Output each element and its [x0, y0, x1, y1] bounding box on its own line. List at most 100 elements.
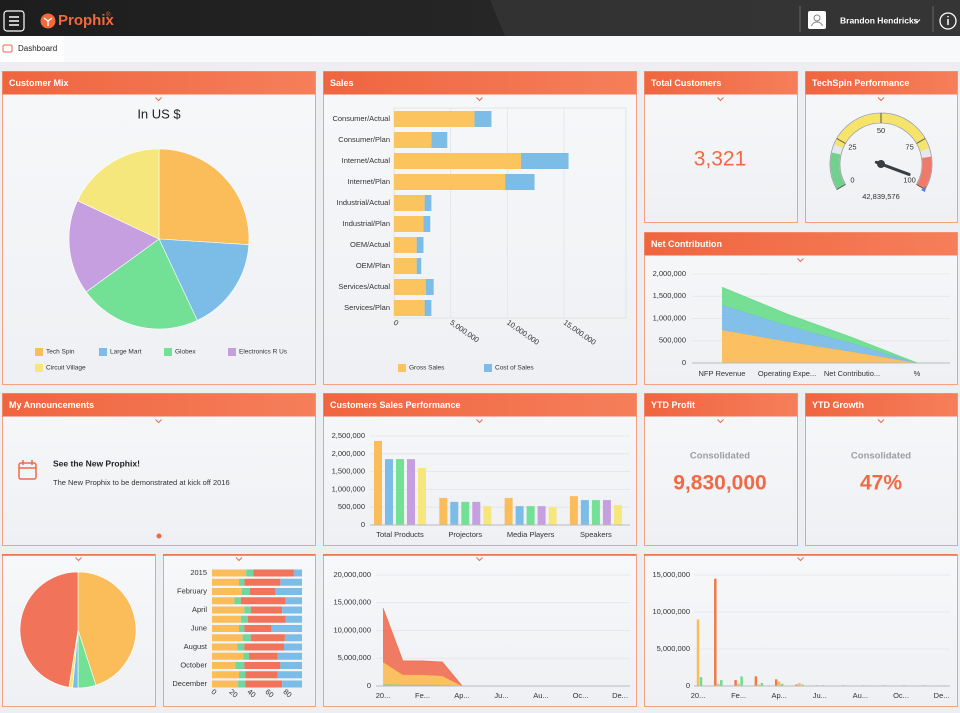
bar: [602, 500, 611, 525]
panel: [644, 71, 798, 223]
bar-segment: [240, 597, 286, 605]
bar-segment: [212, 671, 239, 679]
brand: Prophix: [58, 12, 114, 29]
avatar[interactable]: [808, 11, 826, 29]
carousel-dot[interactable]: [156, 533, 162, 539]
x-tick-label: Media Players: [507, 530, 555, 539]
x-tick-label: %: [914, 369, 921, 378]
bar-segment: [240, 615, 248, 623]
bar-segment: [250, 634, 285, 642]
y-tick-label: Services/Actual: [338, 282, 390, 291]
gauge-outline: [839, 122, 923, 185]
area-edge: [721, 286, 918, 364]
menu-button[interactable]: [3, 10, 25, 32]
bar-segment: [212, 680, 239, 688]
legend-swatch: [35, 364, 43, 372]
panel: [644, 393, 798, 546]
gauge-band: [830, 152, 846, 190]
tab[interactable]: [0, 36, 64, 62]
area-edge: [721, 304, 918, 364]
x-tick-label: Net Contributio...: [824, 369, 880, 378]
panel-header: [644, 232, 958, 256]
y-tick-label: December: [172, 679, 207, 688]
x-tick-label: Ju...: [813, 691, 827, 700]
bar: [515, 506, 524, 525]
y-tick-label: April: [192, 605, 207, 614]
chevron: [717, 97, 724, 102]
bar-segment: [293, 569, 302, 577]
x-tick-label: NFP Revenue: [699, 369, 746, 378]
panel: [805, 393, 958, 546]
user-name[interactable]: Brandon Hendricks: [840, 15, 919, 25]
menu-icon[interactable]: [9, 16, 19, 26]
avatar-body[interactable]: [811, 21, 823, 27]
pie-slice: [68, 200, 160, 293]
menu-frame[interactable]: [3, 10, 25, 32]
bar-segment: [271, 625, 302, 632]
bar-segment: [423, 216, 431, 232]
bar-segment: [394, 216, 424, 232]
panel: [644, 554, 958, 707]
pie-slice: [77, 148, 160, 240]
bar-segment: [416, 258, 422, 274]
info-circle[interactable]: [939, 12, 957, 30]
bar-segment: [394, 132, 432, 148]
y-tick-label: 1,000,000: [653, 313, 686, 322]
panel-header: [644, 393, 798, 417]
tab-label[interactable]: Dashboard: [18, 44, 57, 53]
bar-segment: [424, 195, 432, 211]
tab-icon[interactable]: [2, 44, 13, 53]
bar: [720, 680, 723, 686]
y-tick-label: October: [180, 660, 207, 669]
gauge-hub: [877, 160, 885, 168]
bar-segment: [394, 111, 475, 127]
y-tick-label: 10,000,000: [333, 625, 371, 634]
chevron: [476, 557, 483, 562]
bar: [461, 501, 470, 525]
avatar-head[interactable]: [813, 14, 821, 22]
calendar-rings: [22, 460, 33, 465]
bar: [504, 497, 513, 525]
bar-segment: [246, 569, 254, 577]
bar-segment: [394, 174, 506, 190]
bar-segment: [212, 652, 244, 660]
bar-segment: [239, 578, 245, 586]
bar-segment: [416, 237, 424, 253]
bar-segment: [245, 671, 278, 679]
pie-slice: [158, 238, 250, 321]
pie-slice: [77, 571, 137, 686]
x-tick-label: Ju...: [494, 691, 508, 700]
bar: [757, 684, 761, 686]
x-tick-label: Au...: [533, 691, 548, 700]
bar: [780, 683, 784, 686]
user-chevron[interactable]: [913, 19, 921, 24]
x-tick-label: Fe...: [731, 691, 746, 700]
bar: [717, 683, 720, 686]
bar: [801, 684, 804, 686]
gauge-tick-label: 25: [848, 142, 856, 151]
y-tick-label: 0: [682, 358, 686, 367]
y-tick-label: Internet/Actual: [342, 156, 391, 165]
y-tick-label: June: [191, 623, 207, 632]
info-button[interactable]: [939, 12, 957, 30]
bar-segment: [242, 634, 251, 642]
bar-segment: [212, 662, 236, 669]
user-menu[interactable]: Brandon Hendricks: [808, 11, 921, 29]
bar-segment: [238, 680, 246, 688]
x-tick-label: Au...: [853, 691, 868, 700]
bar: [548, 507, 557, 525]
legend-label: Large Mart: [110, 349, 142, 356]
y-tick-label: 2015: [190, 568, 207, 577]
bar: [613, 505, 622, 525]
y-tick-label: 1,000,000: [332, 484, 365, 493]
panel-header: [323, 71, 637, 95]
y-tick-label: 15,000,000: [652, 570, 690, 579]
panel-title: Customer Mix: [9, 78, 69, 88]
bar-segment: [212, 597, 235, 605]
x-tick-label: 0: [392, 318, 401, 328]
bar: [569, 496, 578, 525]
y-tick-label: 500,000: [659, 336, 686, 345]
bar-segment: [285, 615, 302, 623]
bar-segment: [394, 300, 425, 316]
